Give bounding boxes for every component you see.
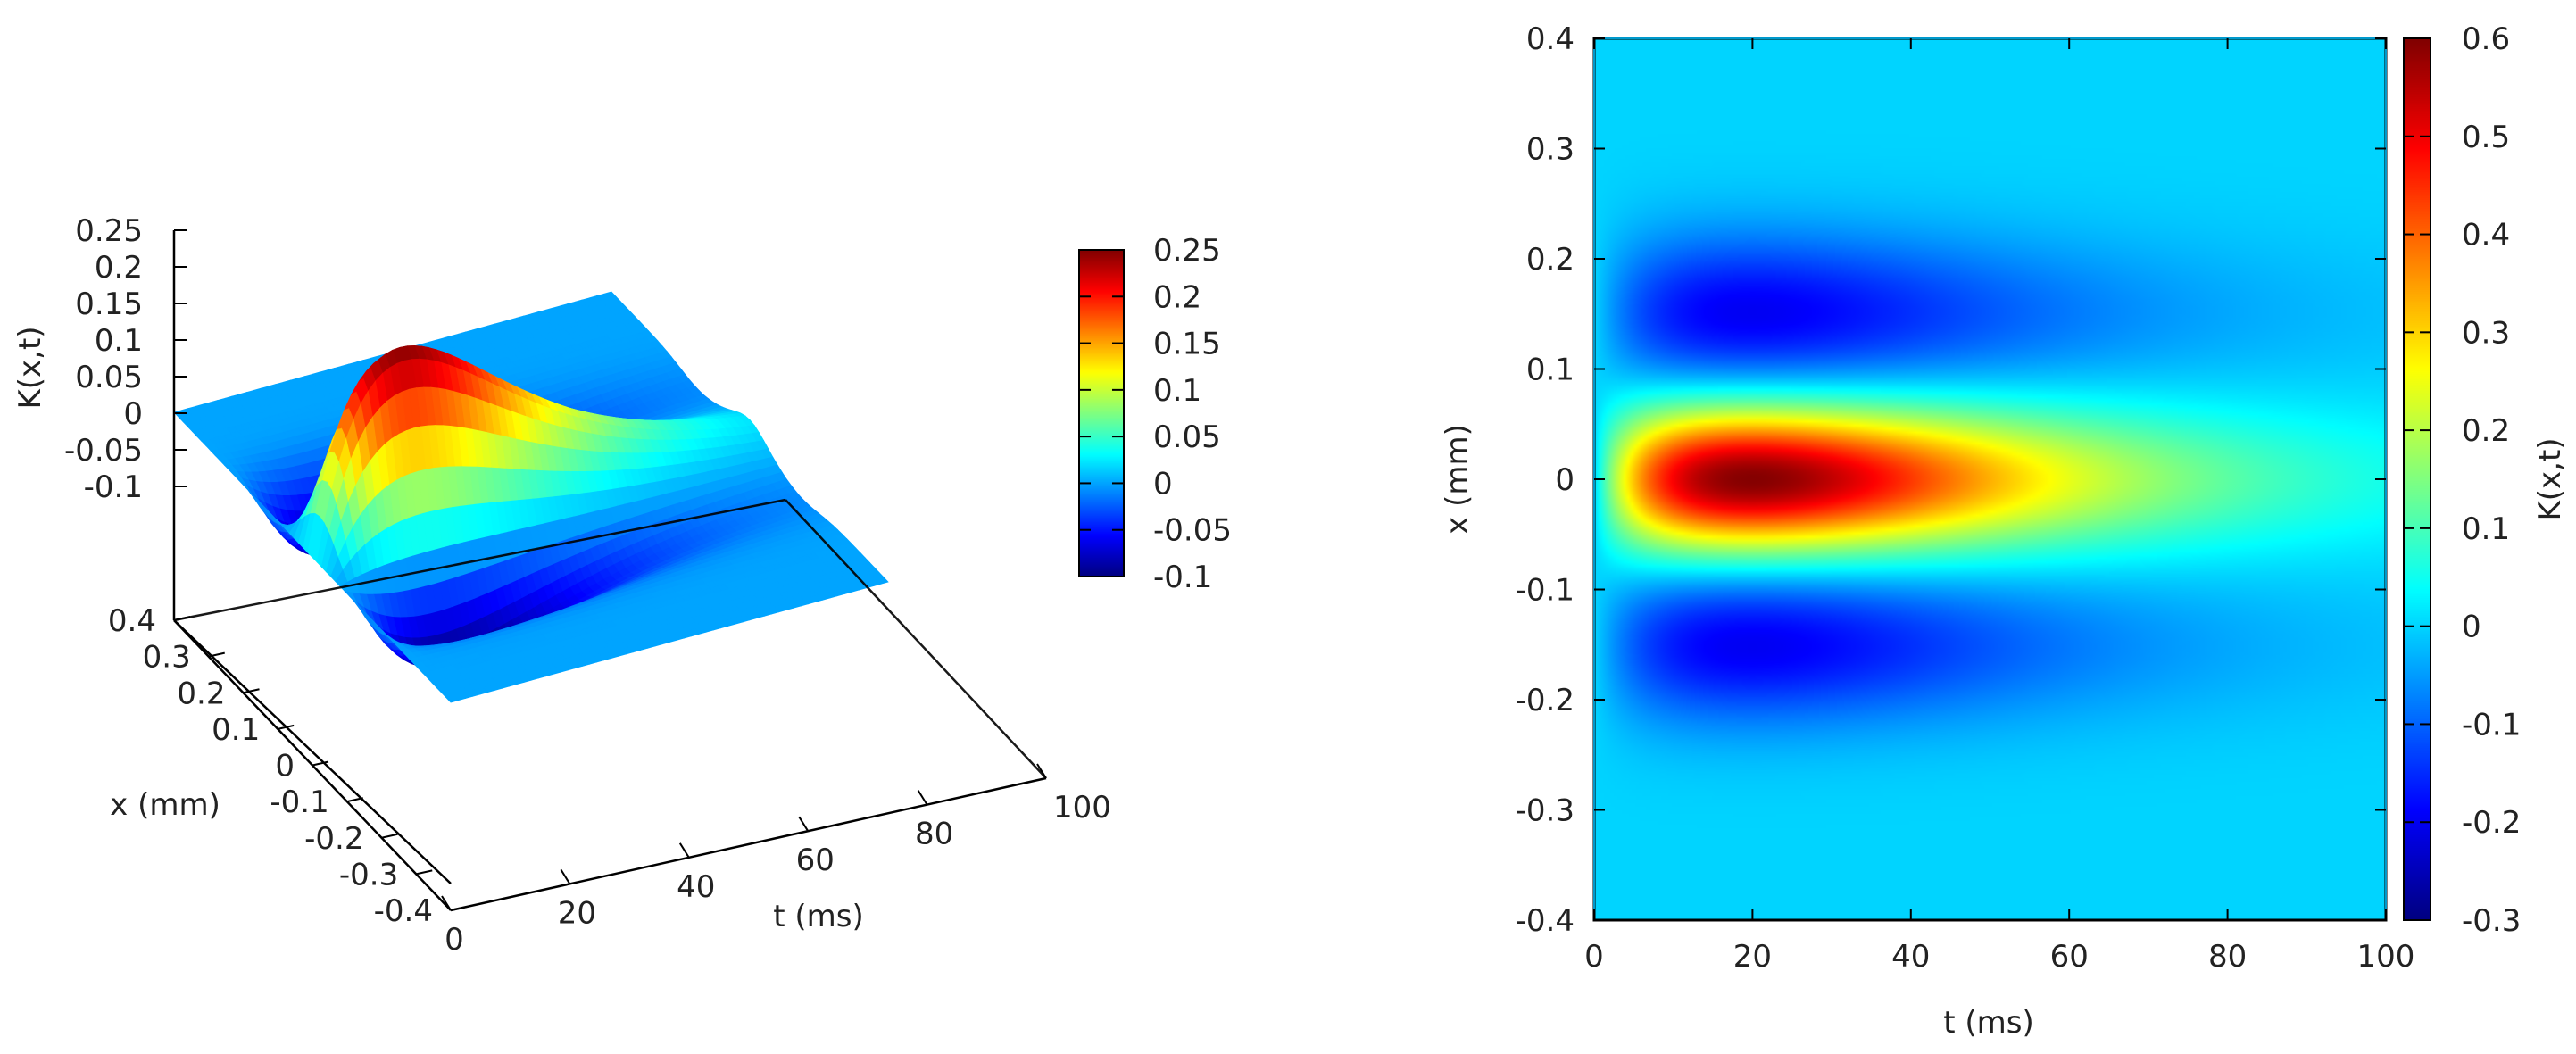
surface-x-tick-label: 40 (677, 869, 715, 905)
heatmap-x-tick-label: 0 (1584, 939, 1604, 975)
heatmap-colorbar-ticks: 0.6 0.5 0.4 0.3 0.2 0.1 0 -0.1 -0.2 -0.3 (2404, 21, 2521, 939)
heatmap-y-axis-label: x (mm) (1440, 424, 1475, 535)
surface-colorbar-tick-label: 0.05 (1153, 419, 1221, 455)
surface-y-tick (173, 616, 191, 621)
heatmap-y-tick-label: -0.3 (1516, 793, 1575, 829)
surface-mesh (173, 291, 889, 703)
surface-colorbar-frame (1078, 249, 1125, 577)
surface-y-tick-label: 0 (275, 749, 295, 784)
heatmap-y-tick-label: -0.1 (1516, 573, 1575, 609)
surface-y-tick-label: -0.2 (304, 821, 363, 857)
heatmap-y-tick-label: 0 (1555, 462, 1575, 498)
heatmap-x-tick-label: 100 (2357, 939, 2415, 975)
heatmap-colorbar-tick-label: 0.3 (2462, 315, 2510, 351)
heatmap-image (1594, 38, 2386, 920)
surface-z-tick-label: 0.2 (95, 250, 143, 286)
heatmap-y-tick-label: 0.4 (1526, 21, 1575, 57)
heatmap-chart: 0 20 40 60 80 100 0.4 0.3 0.2 0.1 0 -0.1 -0.2 -0.3 -0… (1440, 21, 2568, 1041)
heatmap-colorbar-tick-label: 0 (2462, 610, 2481, 645)
heatmap-colorbar-tick-label: -0.2 (2462, 805, 2521, 841)
heatmap-colorbar-tick-label: -0.3 (2462, 903, 2521, 939)
surface-z-axis-label: K(x,t) (12, 326, 48, 409)
surface-y-tick-label: -0.4 (374, 893, 433, 929)
surface-colorbar-gradient (1079, 250, 1124, 577)
surface-back-edge (173, 619, 452, 884)
surface-y-tick-label: 0.1 (212, 712, 260, 748)
heatmap-colorbar-gradient (2404, 38, 2431, 920)
heatmap-colorbar-frame (2403, 37, 2431, 921)
surface-y-tick (346, 797, 363, 803)
surface-z-tick-label: 0 (123, 396, 143, 432)
surface-x-axis-label: t (ms) (773, 899, 864, 934)
heatmap-colorbar-tick-label: 0.1 (2462, 511, 2510, 547)
heatmap-colorbar-label: K(x,t) (2532, 437, 2568, 520)
surface-colorbar-tick-label: -0.1 (1153, 560, 1212, 595)
surface-y-ticks: 0.40.30.20.1 0-0.1-0.2-0.3-0.4 (108, 603, 468, 929)
surface-z-tick-label: 0.15 (75, 286, 143, 322)
heatmap-x-tick-label: 20 (1733, 939, 1772, 975)
surface-x-tick (678, 842, 690, 859)
heatmap-x-tick-label: 80 (2208, 939, 2247, 975)
heatmap-x-axis-label: t (ms) (1943, 1005, 2034, 1041)
surface-x-tick-label: 100 (1053, 790, 1111, 826)
heatmap-y-tick-label: -0.2 (1516, 683, 1575, 718)
surface-patch (445, 694, 459, 703)
surface-z-tick-label: -0.1 (84, 469, 143, 505)
surface-x-tick (1036, 763, 1047, 779)
surface-colorbar-tick-label: 0.15 (1153, 327, 1221, 362)
surface-colorbar-ticks: 0.25 0.2 0.15 0.1 0.05 0 -0.05 -0.1 (1079, 233, 1232, 595)
surface-colorbar-tick-label: 0.1 (1153, 373, 1201, 409)
heatmap-frame-edges (1593, 37, 2387, 920)
heatmap-y-tick-label: 0.1 (1526, 353, 1575, 388)
surface-y-tick (381, 833, 398, 839)
surface-x-tick (798, 816, 810, 832)
surface-y-tick (243, 688, 260, 694)
surface-y-tick-label: -0.3 (339, 857, 398, 892)
heatmap-y-ticks: 0.4 0.3 0.2 0.1 0 -0.1 -0.2 -0.3 -0.4 (1516, 21, 2386, 939)
surface-y-axis-label: x (mm) (110, 787, 220, 823)
surface-x-tick-label: 80 (915, 817, 953, 852)
surface-z-tick-label: 0.1 (95, 323, 143, 359)
surface-x-tick (441, 895, 452, 911)
surface-x-ticks: 0 20 40 60 80 100 (441, 763, 1111, 958)
heatmap-colorbar-tick-label: 0.2 (2462, 413, 2510, 449)
surface-x-axis-line (450, 776, 1047, 912)
surface-z-ticks: 0.250.20.150.10.050-0.05-0.1 (64, 213, 187, 505)
surface-y-tick-label: 0.2 (177, 676, 225, 711)
surface-y-tick (278, 724, 295, 730)
heatmap-y-tick-label: 0.2 (1526, 242, 1575, 278)
surface-x-tick-label: 0 (445, 922, 464, 958)
heatmap-x-tick-label: 40 (1891, 939, 1930, 975)
heatmap-frame (1592, 37, 2388, 922)
surface-colorbar-tick-label: 0 (1153, 466, 1173, 502)
heatmap-y-tick-label: -0.4 (1516, 903, 1575, 939)
surface-y-tick-label: 0.3 (143, 640, 191, 676)
heatmap-x-ticks: 0 20 40 60 80 100 (1584, 38, 2414, 975)
surface-x-tick-label: 60 (796, 842, 835, 878)
heatmap-x-tick-label: 60 (2050, 939, 2089, 975)
surface-y-tick (450, 906, 468, 911)
surface-chart: 0.250.20.150.10.050-0.05-0.1 0.40.30.20.… (12, 213, 1232, 958)
surface-right-edge (173, 498, 1047, 779)
heatmap-colorbar-tick-label: -0.1 (2462, 707, 2521, 743)
surface-x-tick (560, 868, 571, 884)
heatmap-colorbar-tick-label: 0.6 (2462, 21, 2510, 57)
heatmap-y-tick-label: 0.3 (1526, 132, 1575, 168)
surface-z-tick-label: 0.05 (75, 360, 143, 395)
surface-y-tick (416, 869, 433, 876)
surface-x-tick-label: 20 (558, 895, 596, 931)
surface-z-tick-label: -0.05 (64, 433, 143, 469)
surface-colorbar-tick-label: -0.05 (1153, 513, 1232, 549)
surface-y-tick (312, 760, 329, 767)
surface-y-tick-label: -0.1 (270, 784, 328, 820)
surface-z-tick-label: 0.25 (75, 213, 143, 249)
surface-colorbar-tick-label: 0.2 (1153, 279, 1201, 315)
heatmap-colorbar-tick-label: 0.5 (2462, 120, 2510, 155)
heatmap-colorbar-tick-label: 0.4 (2462, 218, 2510, 253)
surface-x-tick (917, 790, 928, 806)
surface-y-tick-label: 0.4 (108, 603, 156, 639)
surface-colorbar-tick-label: 0.25 (1153, 233, 1221, 269)
surface-y-tick (208, 651, 225, 658)
